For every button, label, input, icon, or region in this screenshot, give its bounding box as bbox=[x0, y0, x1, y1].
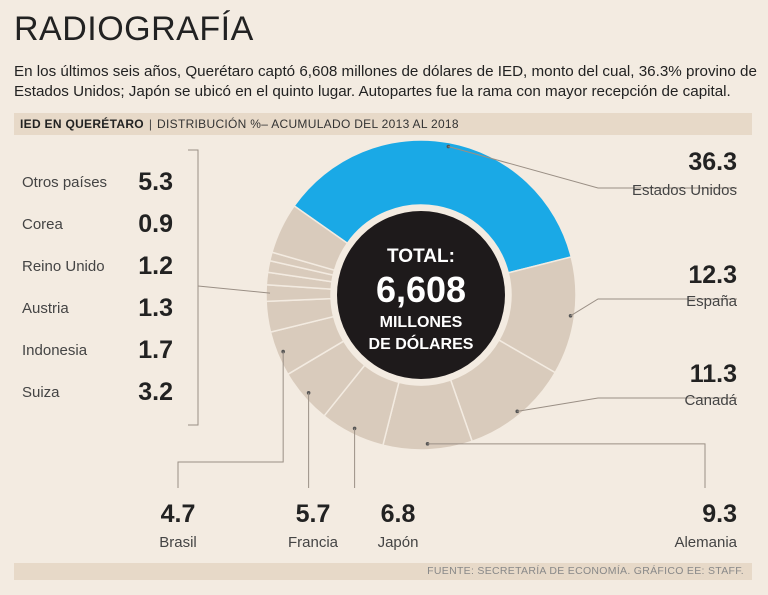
leader-small-slices bbox=[197, 285, 271, 294]
value-francia: 5.7 bbox=[296, 500, 331, 528]
leader-estados-unidos bbox=[448, 146, 737, 189]
label-otros-paises: Otros países bbox=[22, 174, 107, 191]
left-bracket bbox=[188, 149, 199, 426]
center-disc bbox=[337, 211, 505, 379]
value-suiza: 3.2 bbox=[138, 378, 173, 406]
label-suiza: Suiza bbox=[22, 384, 60, 401]
value-japon: 6.8 bbox=[381, 500, 416, 528]
label-reino-unido: Reino Unido bbox=[22, 258, 105, 275]
page-title: RADIOGRAFÍA bbox=[14, 10, 254, 48]
leader-brasil bbox=[177, 351, 284, 488]
label-brasil: Brasil bbox=[159, 534, 197, 551]
value-brasil: 4.7 bbox=[161, 500, 196, 528]
value-otros-paises: 5.3 bbox=[138, 168, 173, 196]
label-japon: Japón bbox=[378, 534, 419, 551]
center-total-value: 6,608 bbox=[376, 269, 466, 310]
value-austria: 1.3 bbox=[138, 294, 173, 322]
slice-estados-unidos bbox=[293, 139, 573, 274]
value-reino-unido: 1.2 bbox=[138, 252, 173, 280]
label-espana: España bbox=[686, 293, 738, 310]
leader-alemania bbox=[427, 443, 706, 488]
section-bar-bold-label: IED EN QUERÉTARO bbox=[20, 117, 144, 131]
center-total-label: TOTAL: bbox=[387, 246, 455, 267]
section-bar-separator: | bbox=[148, 117, 153, 131]
value-espana: 12.3 bbox=[688, 261, 737, 289]
leader-espana bbox=[570, 298, 737, 317]
source-note: FUENTE: SECRETARÍA DE ECONOMÍA. GRÁFICO … bbox=[427, 565, 744, 577]
label-austria: Austria bbox=[22, 300, 69, 317]
label-francia: Francia bbox=[288, 534, 339, 551]
center-units-line2: DE DÓLARES bbox=[369, 334, 474, 353]
leader-canada bbox=[517, 397, 737, 412]
value-alemania: 9.3 bbox=[702, 500, 737, 528]
label-indonesia: Indonesia bbox=[22, 342, 88, 359]
section-bar: IED EN QUERÉTARO | DISTRIBUCIÓN %– ACUMU… bbox=[14, 113, 752, 135]
label-estados-unidos: Estados Unidos bbox=[632, 182, 737, 199]
label-corea: Corea bbox=[22, 216, 64, 233]
value-corea: 0.9 bbox=[138, 210, 173, 238]
section-bar-label: DISTRIBUCIÓN %– ACUMULADO DEL 2013 AL 20… bbox=[157, 117, 459, 131]
center-units-line1: MILLONES bbox=[380, 314, 463, 331]
slice-otros-paises bbox=[271, 204, 349, 272]
subtitle: En los últimos seis años, Querétaro capt… bbox=[14, 63, 757, 100]
label-alemania: Alemania bbox=[674, 534, 737, 551]
value-canada: 11.3 bbox=[690, 360, 737, 388]
footer: FUENTE: SECRETARÍA DE ECONOMÍA. GRÁFICO … bbox=[14, 563, 752, 580]
label-canada: Canadá bbox=[684, 392, 737, 409]
leader-dot-canada bbox=[515, 409, 520, 414]
value-indonesia: 1.7 bbox=[138, 336, 173, 364]
value-estados-unidos: 36.3 bbox=[688, 148, 737, 176]
